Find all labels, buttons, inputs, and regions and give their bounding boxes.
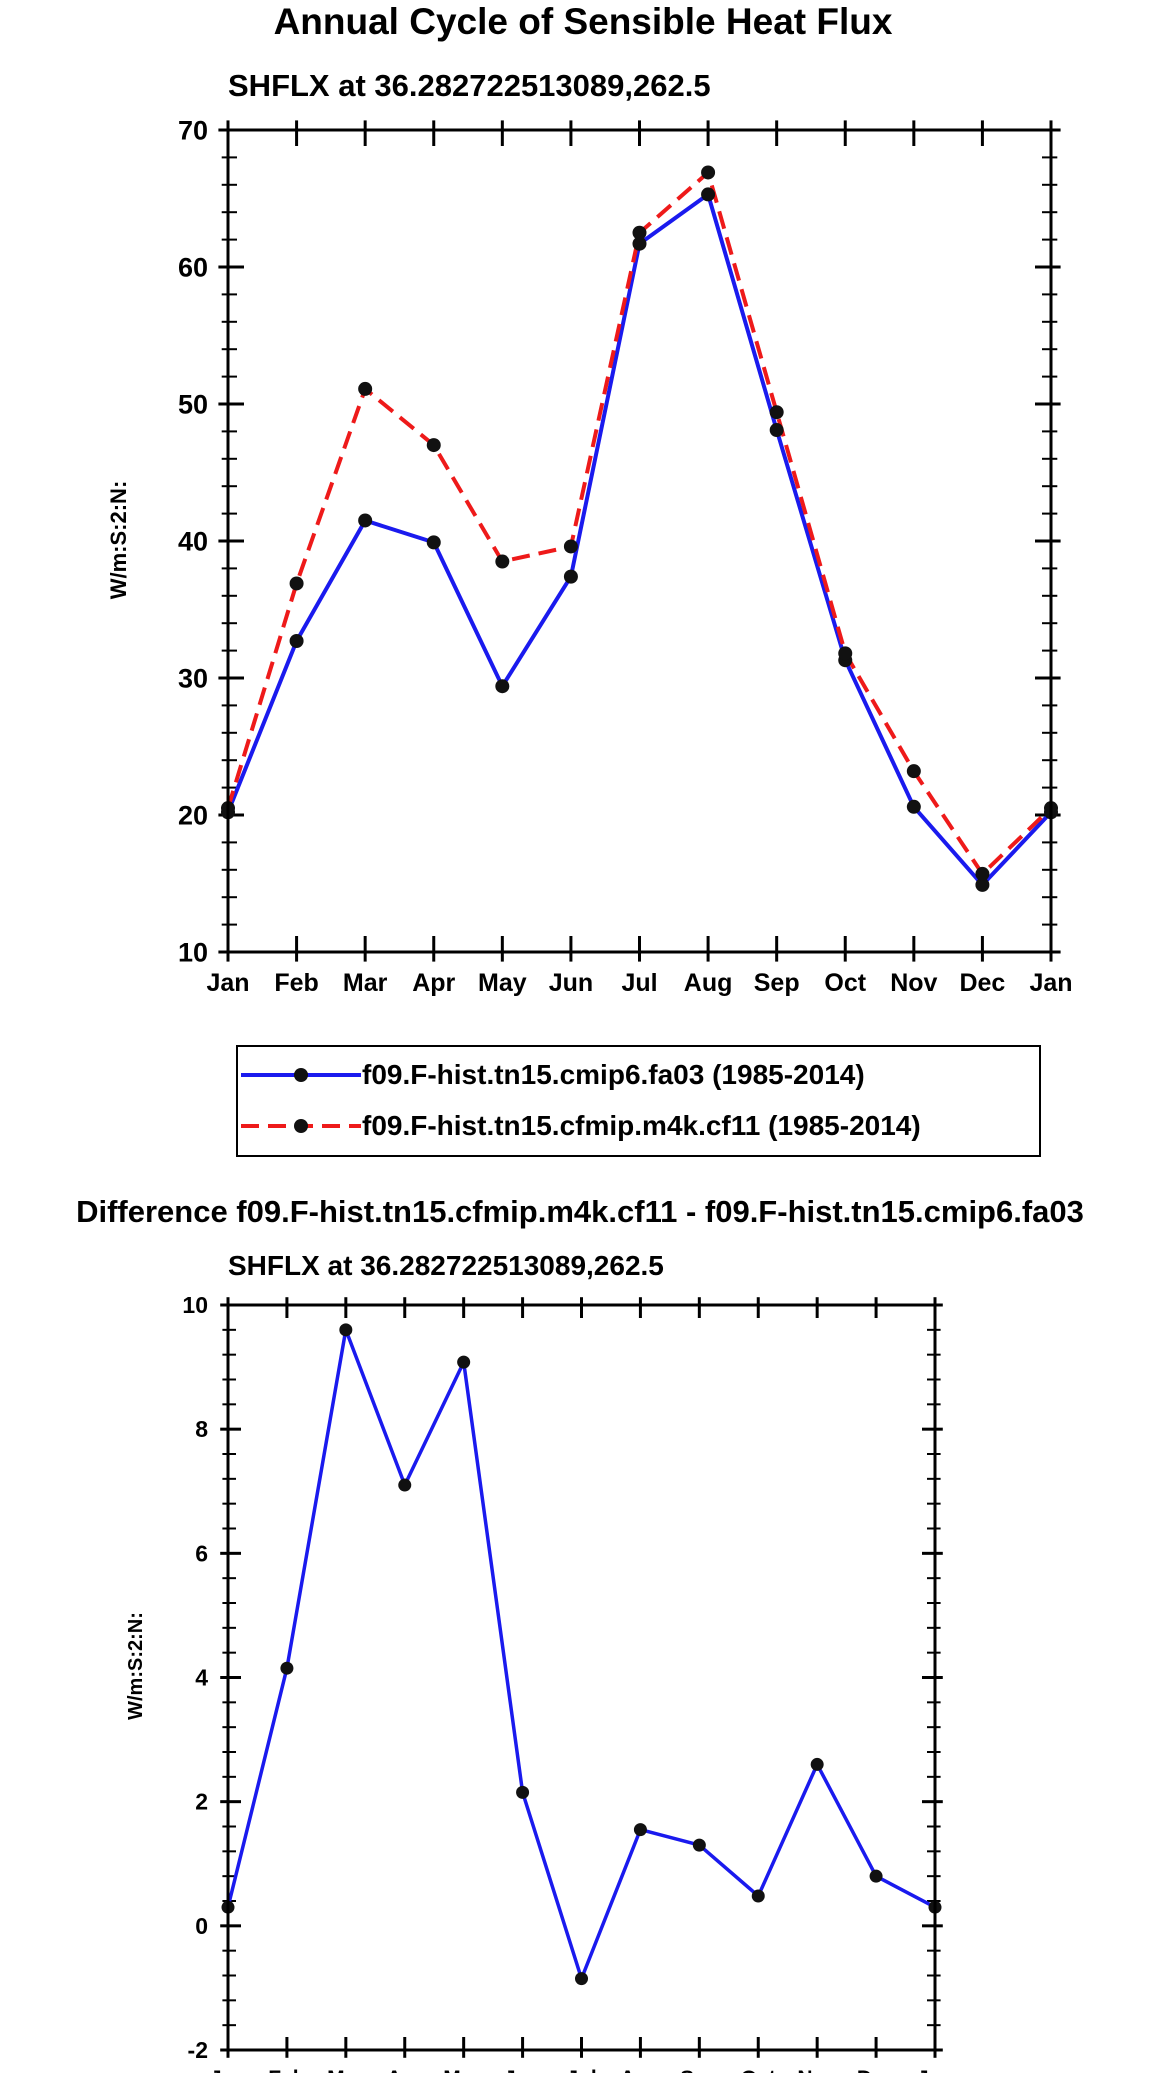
bottom-series-1-point bbox=[810, 1757, 824, 1771]
bottom-series-1-point bbox=[339, 1323, 353, 1337]
chart-top-ylabel: W/m:S:2:N: bbox=[106, 481, 131, 600]
top-series-1-point bbox=[563, 569, 578, 584]
top-xtick-label: May bbox=[478, 969, 527, 997]
bottom-ytick-label: 8 bbox=[195, 1416, 208, 1442]
bottom-series-1-point bbox=[633, 1823, 647, 1837]
top-series-1-point bbox=[906, 799, 921, 814]
bottom-series-1-point bbox=[751, 1889, 765, 1903]
top-series-2-point bbox=[563, 539, 578, 554]
bottom-ytick-label: 10 bbox=[182, 1292, 208, 1318]
bottom-series-1-point bbox=[516, 1785, 530, 1799]
top-series-2-point bbox=[838, 646, 853, 661]
bottom-xtick-label: Jan bbox=[210, 2067, 246, 2073]
bottom-series-1-point bbox=[575, 1972, 588, 1986]
top-series-1-point bbox=[701, 187, 716, 202]
top-series-2-point bbox=[426, 438, 441, 453]
bottom-xtick-label: Oct bbox=[741, 2067, 776, 2073]
top-xtick-label: Mar bbox=[343, 969, 388, 997]
top-series-1-point bbox=[495, 679, 510, 694]
bottom-ytick-label: 0 bbox=[195, 1913, 208, 1939]
top-xtick-label: Sep bbox=[754, 969, 800, 997]
bottom-series-1-point bbox=[457, 1355, 471, 1369]
bottom-xtick-label: Feb bbox=[268, 2067, 305, 2073]
bottom-xtick-label: Dec bbox=[857, 2067, 896, 2073]
top-series-1-point bbox=[975, 877, 990, 892]
top-xtick-label: Oct bbox=[824, 969, 866, 997]
chart-bottom-title: Difference f09.F-hist.tn15.cfmip.m4k.cf1… bbox=[76, 1194, 1084, 1229]
bottom-ytick-label: 4 bbox=[195, 1665, 208, 1691]
top-series-1-point bbox=[632, 236, 647, 251]
top-ytick-label: 40 bbox=[178, 526, 208, 556]
top-xtick-label: Jan bbox=[1029, 969, 1072, 997]
top-series-2-point bbox=[289, 576, 304, 591]
legend-label-series-2: f09.F-hist.tn15.cfmip.m4k.cf11 (1985-201… bbox=[362, 1110, 921, 1141]
bottom-xtick-label: Jun bbox=[504, 2067, 541, 2073]
top-xtick-label: Jun bbox=[549, 969, 593, 997]
top-series-2-point bbox=[906, 764, 921, 779]
chart-top-title: Annual Cycle of Sensible Heat Flux bbox=[274, 1, 893, 42]
chart-top-series bbox=[221, 165, 1058, 892]
bottom-xtick-label: Nov bbox=[797, 2067, 837, 2073]
chart-bottom-series bbox=[221, 1323, 942, 1986]
chart-top-x-tick-labels: Jan Feb Mar Apr May Jun Jul Aug Sep Oct Nov Dec Jan bbox=[206, 969, 1072, 997]
chart-bottom-x-tick-labels: Jan Feb Mar Apr May Jun Jul Aug Sep Oct Nov Dec Jan bbox=[210, 2067, 953, 2073]
bottom-xtick-label: Apr bbox=[387, 2067, 423, 2073]
top-series-2-point bbox=[632, 225, 647, 240]
bottom-xtick-label: Jul bbox=[566, 2067, 596, 2073]
chart-top-plot-frame bbox=[226, 128, 1053, 954]
top-ytick-label: 20 bbox=[178, 800, 208, 830]
bottom-series-1-point bbox=[692, 1838, 706, 1852]
top-series-1-point bbox=[358, 513, 373, 528]
chart-bottom-subtitle: SHFLX at 36.282722513089,262.5 bbox=[228, 1250, 664, 1281]
annual-cycle-chart: Annual Cycle of Sensible Heat Flux SHFLX… bbox=[106, 1, 1073, 1157]
top-ytick-label: 50 bbox=[178, 389, 208, 419]
bottom-ytick-label: -2 bbox=[188, 2037, 208, 2063]
top-ytick-label: 60 bbox=[178, 252, 208, 282]
top-series-2-point bbox=[495, 554, 510, 569]
bottom-xtick-label: May bbox=[443, 2067, 484, 2073]
chart-bottom-ylabel: W/m:S:2:N: bbox=[125, 1612, 147, 1720]
bottom-xtick-label: Aug bbox=[620, 2067, 661, 2073]
top-xtick-label: Nov bbox=[890, 969, 937, 997]
legend-label-series-1: f09.F-hist.tn15.cmip6.fa03 (1985-2014) bbox=[362, 1059, 865, 1090]
chart-top-subtitle: SHFLX at 36.282722513089,262.5 bbox=[228, 68, 711, 103]
bottom-series-1-point bbox=[280, 1661, 294, 1675]
top-ytick-label: 70 bbox=[178, 115, 208, 145]
legend-marker-series-1 bbox=[294, 1068, 308, 1082]
bottom-ytick-label: 6 bbox=[195, 1540, 208, 1566]
top-xtick-label: Aug bbox=[684, 969, 733, 997]
top-xtick-label: Apr bbox=[412, 969, 455, 997]
top-series-2-point bbox=[769, 405, 784, 420]
bottom-xtick-label: Sep bbox=[680, 2067, 719, 2073]
top-ytick-label: 10 bbox=[178, 937, 208, 967]
top-series-1-point bbox=[426, 535, 441, 550]
top-series-2-point bbox=[975, 866, 990, 881]
bottom-xtick-label: Jan bbox=[917, 2067, 953, 2073]
bottom-ytick-label: 2 bbox=[195, 1789, 208, 1815]
top-series-1-point bbox=[289, 634, 304, 649]
chart-top-legend: f09.F-hist.tn15.cmip6.fa03 (1985-2014) f… bbox=[236, 1045, 1041, 1157]
bottom-series-1-point bbox=[398, 1478, 412, 1492]
bottom-series-1-point bbox=[869, 1869, 883, 1883]
top-series-2-point bbox=[701, 165, 716, 180]
bottom-xtick-label: Mar bbox=[327, 2067, 364, 2073]
legend-box bbox=[236, 1045, 1041, 1157]
top-xtick-label: Jul bbox=[621, 969, 657, 997]
chart-bottom-plot-frame bbox=[226, 1303, 937, 2052]
top-xtick-label: Jan bbox=[206, 969, 249, 997]
chart-top-y-tick-labels: 10 20 30 40 50 60 70 bbox=[178, 115, 208, 967]
chart-bottom-y-tick-labels: -2 0 2 4 6 8 10 bbox=[182, 1292, 208, 2063]
top-xtick-label: Feb bbox=[274, 969, 318, 997]
top-series-2-point bbox=[358, 381, 373, 396]
top-xtick-label: Dec bbox=[959, 969, 1005, 997]
difference-chart: Difference f09.F-hist.tn15.cfmip.m4k.cf1… bbox=[76, 1194, 1084, 2073]
top-ytick-label: 30 bbox=[178, 663, 208, 693]
legend-marker-series-2 bbox=[294, 1119, 308, 1133]
top-series-1-point bbox=[769, 423, 784, 438]
